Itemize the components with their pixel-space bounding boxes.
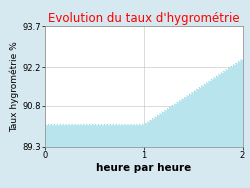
Y-axis label: Taux hygrométrie %: Taux hygrométrie % [10, 41, 20, 132]
X-axis label: heure par heure: heure par heure [96, 163, 192, 173]
Title: Evolution du taux d'hygrométrie: Evolution du taux d'hygrométrie [48, 12, 240, 25]
